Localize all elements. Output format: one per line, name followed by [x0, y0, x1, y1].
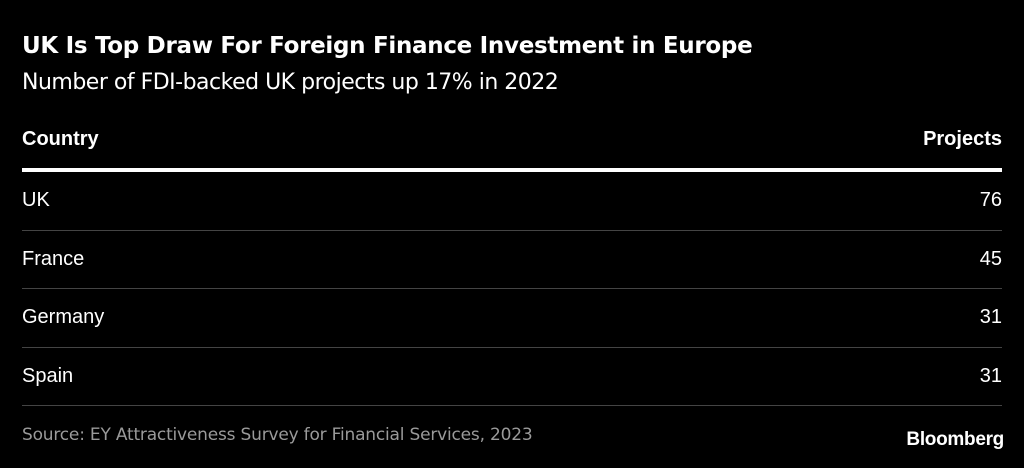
data-table: Country Projects UK 76 France 45 Germany…	[22, 116, 1002, 406]
projects-cell: 31	[979, 306, 1002, 329]
country-cell: UK	[22, 189, 50, 212]
country-cell: Spain	[22, 364, 74, 387]
chart-subtitle: Number of FDI-backed UK projects up 17% …	[22, 70, 559, 95]
country-cell: Germany	[22, 306, 105, 329]
column-header-country: Country	[22, 127, 99, 150]
country-cell: France	[22, 247, 85, 270]
chart-title: UK Is Top Draw For Foreign Finance Inves…	[22, 33, 753, 59]
table-row: UK 76	[22, 172, 1002, 231]
projects-cell: 45	[979, 247, 1002, 270]
table-row: Spain 31	[22, 348, 1002, 406]
projects-cell: 76	[979, 189, 1002, 212]
source-note: Source: EY Attractiveness Survey for Fin…	[22, 425, 533, 445]
column-header-projects: Projects	[923, 127, 1002, 150]
projects-cell: 31	[979, 364, 1002, 387]
bloomberg-logo: Bloomberg	[906, 429, 1004, 450]
table-header: Country Projects	[22, 116, 1002, 172]
table-row: Germany 31	[22, 289, 1002, 348]
table-row: France 45	[22, 231, 1002, 289]
